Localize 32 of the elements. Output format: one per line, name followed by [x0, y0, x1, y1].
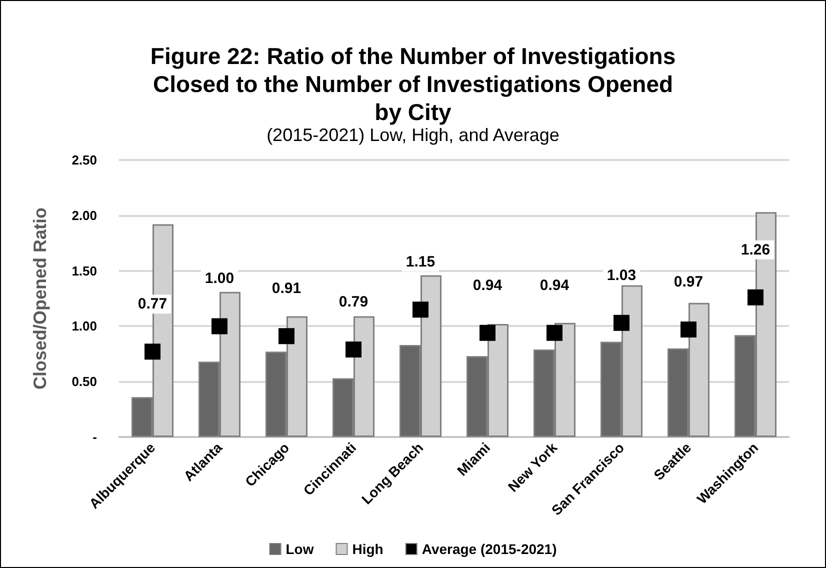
y-axis-title: Closed/Opened Ratio: [30, 207, 50, 390]
y-tick-label: 0.50: [72, 374, 97, 390]
point: [680, 322, 696, 338]
point: [614, 314, 630, 331]
point: [278, 328, 294, 344]
data-label: 0.91: [272, 280, 302, 298]
point: [546, 324, 562, 341]
point: [144, 344, 160, 360]
legend-label: Low: [286, 541, 314, 557]
legend-label: Average (2015-2021): [422, 541, 557, 557]
y-tick-label: 1.00: [72, 318, 97, 334]
data-label: 0.94: [472, 276, 503, 294]
data-label: 1.00: [204, 270, 234, 288]
y-tick-label: 2.00: [72, 208, 97, 223]
y-tick-label: -: [92, 430, 97, 444]
data-label: 1.03: [606, 266, 636, 284]
chart-subtitle: (2015-2021) Low, High, and Average: [266, 125, 560, 145]
data-label: 0.79: [338, 293, 368, 310]
point: [480, 324, 496, 341]
y-tick-label: 1.50: [72, 263, 97, 278]
data-label: 1.26: [740, 241, 770, 258]
data-label: 0.77: [138, 296, 168, 313]
point: [346, 341, 362, 358]
chart-title: Figure 22: Ratio of the Number of Investigations Closed to the Number of Investigations Opened by City: [150, 43, 676, 125]
data-label: 0.94: [540, 276, 570, 294]
point: [748, 289, 764, 306]
legend-label: High: [352, 541, 384, 557]
point: [412, 302, 428, 318]
data-label: 1.15: [406, 254, 436, 271]
y-tick-label: 2.50: [72, 152, 97, 168]
data-label: 0.97: [674, 274, 704, 291]
point: [212, 318, 228, 334]
